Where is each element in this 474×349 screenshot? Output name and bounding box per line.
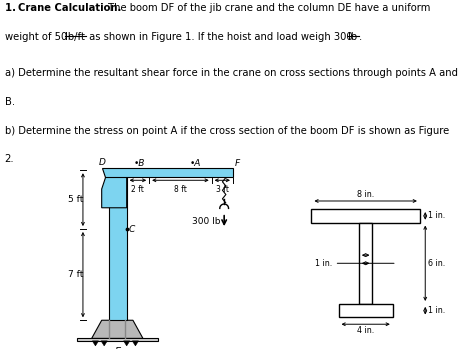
Text: B.: B. — [5, 97, 15, 106]
Polygon shape — [311, 209, 420, 223]
Text: 2 ft: 2 ft — [131, 185, 145, 194]
Polygon shape — [102, 170, 127, 208]
Text: 1 in.: 1 in. — [428, 211, 445, 220]
Text: 7 ft: 7 ft — [68, 270, 83, 279]
Polygon shape — [91, 320, 143, 339]
Polygon shape — [77, 339, 158, 341]
Polygon shape — [101, 341, 107, 346]
Text: 1 in.: 1 in. — [315, 259, 332, 268]
Text: 8 in.: 8 in. — [357, 190, 374, 199]
Text: The boom DF of the jib crane and the column DE have a uniform: The boom DF of the jib crane and the col… — [105, 3, 430, 14]
Text: •A: •A — [190, 159, 201, 169]
Text: 6 in.: 6 in. — [428, 259, 445, 268]
Text: as shown in Figure 1. If the hoist and load weigh 300: as shown in Figure 1. If the hoist and l… — [86, 32, 356, 42]
Polygon shape — [92, 341, 99, 346]
Polygon shape — [359, 223, 373, 304]
Text: 1.: 1. — [5, 3, 19, 14]
Text: 1 in.: 1 in. — [428, 306, 445, 315]
Text: lb: lb — [348, 32, 357, 42]
Text: •B: •B — [134, 159, 145, 169]
Text: Crane Calculation.: Crane Calculation. — [18, 3, 121, 14]
Polygon shape — [109, 170, 127, 320]
Text: 2.: 2. — [5, 154, 14, 164]
Text: .: . — [359, 32, 362, 42]
Polygon shape — [124, 341, 130, 346]
Text: 3 ft: 3 ft — [216, 185, 229, 194]
Text: lb/ft: lb/ft — [65, 32, 85, 42]
Text: C: C — [128, 224, 135, 233]
Text: 4 in.: 4 in. — [357, 326, 374, 335]
Text: 300 lb: 300 lb — [192, 217, 220, 226]
Text: E: E — [115, 347, 121, 349]
Polygon shape — [338, 304, 393, 318]
Polygon shape — [102, 168, 233, 177]
Text: D: D — [98, 157, 105, 166]
Text: 5 ft: 5 ft — [68, 195, 83, 204]
Text: 8 ft: 8 ft — [174, 185, 187, 194]
Text: F: F — [235, 159, 240, 169]
Text: a) Determine the resultant shear force in the crane on cross sections through po: a) Determine the resultant shear force i… — [5, 68, 458, 78]
Polygon shape — [132, 341, 138, 346]
Text: weight of 50: weight of 50 — [5, 32, 70, 42]
Text: b) Determine the stress on point A if the cross section of the boom DF is shown : b) Determine the stress on point A if th… — [5, 126, 449, 135]
